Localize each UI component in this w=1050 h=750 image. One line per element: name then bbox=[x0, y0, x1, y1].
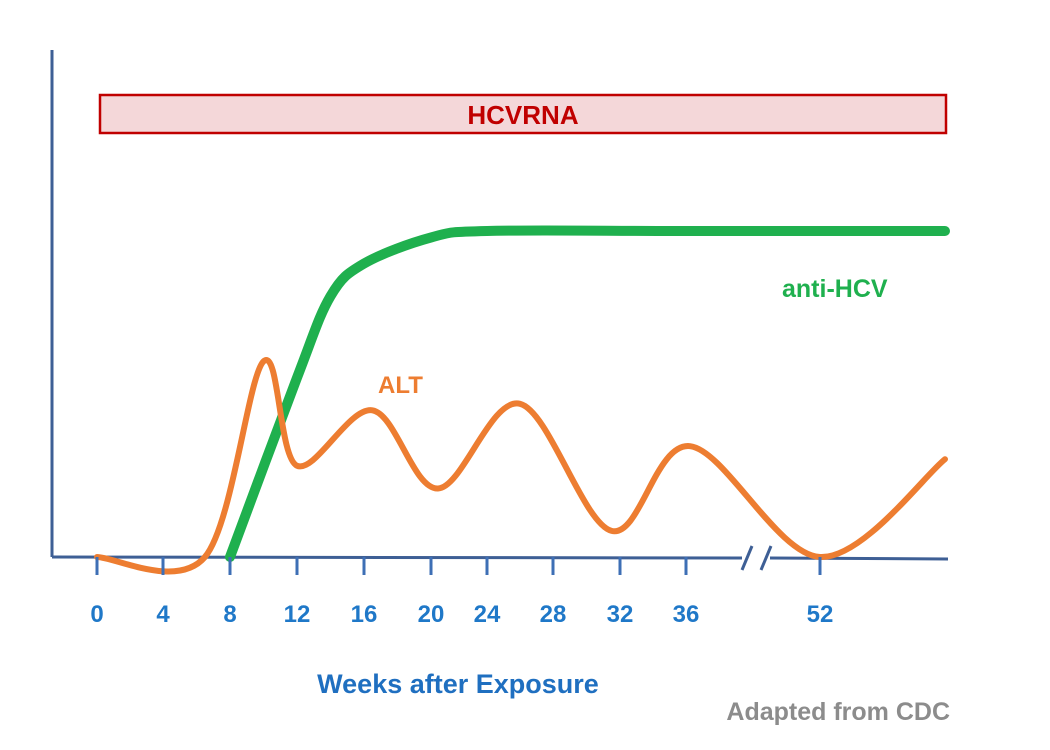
axis-break-mark-1 bbox=[740, 545, 754, 571]
axis-break-mark-2 bbox=[759, 545, 773, 571]
x-tick-layer: 0 4 8 12 16 20 24 28 32 36 52 bbox=[90, 557, 833, 628]
series-line-alt bbox=[94, 357, 948, 575]
series-label-alt: ALT bbox=[378, 372, 423, 399]
x-tick-label-28: 28 bbox=[540, 601, 567, 628]
x-axis-line-left bbox=[51, 555, 743, 560]
x-tick-label-32: 32 bbox=[607, 601, 634, 628]
x-tick-label-20: 20 bbox=[418, 601, 445, 628]
x-tick-label-24: 24 bbox=[474, 601, 501, 628]
x-axis-label: Weeks after Exposure bbox=[317, 669, 599, 699]
axes bbox=[50, 50, 949, 571]
x-tick-label-36: 36 bbox=[673, 601, 700, 628]
source-note: Adapted from CDC bbox=[726, 698, 950, 726]
hcvrna-band-label: HCVRNA bbox=[467, 100, 578, 130]
hcvrna-band: HCVRNA bbox=[98, 93, 948, 135]
series-label-anti-hcv: anti-HCV bbox=[782, 275, 888, 303]
x-tick-label-8: 8 bbox=[223, 601, 236, 628]
hcvrna-band-rect bbox=[98, 93, 948, 135]
series-layer bbox=[94, 225, 950, 575]
series-line-anti-hcv bbox=[225, 225, 950, 562]
x-tick-label-12: 12 bbox=[284, 601, 311, 628]
x-axis-line-right bbox=[769, 556, 949, 561]
x-tick-label-4: 4 bbox=[156, 601, 170, 628]
x-tick-label-0: 0 bbox=[90, 601, 103, 628]
x-tick-label-52: 52 bbox=[807, 601, 834, 628]
x-tick-label-16: 16 bbox=[351, 601, 378, 628]
